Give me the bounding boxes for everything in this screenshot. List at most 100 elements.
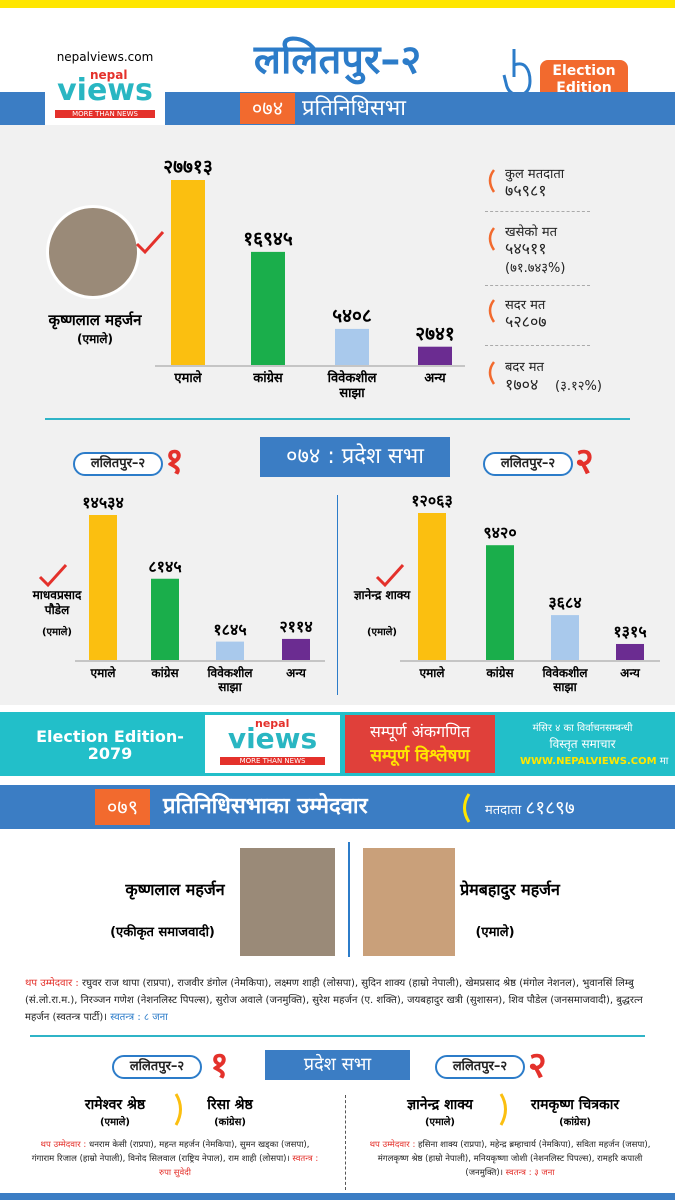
year: ०७९ <box>95 789 150 825</box>
constituency-number: २ <box>575 441 594 482</box>
constituency-number: १ <box>210 1045 229 1086</box>
divider <box>348 842 350 957</box>
plot <box>155 180 465 367</box>
banner-url: WWW.NEPALVIEWS.COM <box>520 756 657 767</box>
candidate-name: प्रेमबहादुर महर्जन <box>460 880 560 899</box>
candidate-name: रामेश्वर श्रेष्ठ <box>84 1097 146 1113</box>
category-label: अन्य <box>424 371 446 386</box>
candidate-party: (कांग्रेस) <box>214 1117 246 1128</box>
constituency: ललितपुर–२ <box>483 452 573 476</box>
stat-note: (३.१२%) <box>555 379 602 394</box>
bar <box>282 638 310 660</box>
value-label: ३६८४ <box>548 593 582 613</box>
separator <box>485 211 590 212</box>
plot <box>75 515 325 662</box>
category-label: विवेकशील साझा <box>542 666 588 694</box>
candidate-party: (कांग्रेस) <box>559 1117 591 1128</box>
stat-label: बदर मत <box>505 360 544 375</box>
independent: स्वतन्त्र : रुपा सुवेदी <box>158 1154 319 1178</box>
banner-edition: Election Edition- 2079 <box>36 727 184 763</box>
bar <box>551 615 579 660</box>
value-label: २११४ <box>279 616 313 636</box>
candidate-name: ज्ञानेन्द्र शाक्य <box>407 1097 473 1113</box>
chart: १२०६३ एमाले ९४२० कांग्रेस ३६८४ विवेकशील साझा १… <box>395 490 665 710</box>
constituency: ललितपुर–२ <box>112 1055 202 1079</box>
candidate-party: (एमाले) <box>475 925 515 940</box>
candidate-name: माधवप्रसाद पौडेल <box>32 588 82 617</box>
banner-line: सम्पूर्ण अंकगणित <box>369 722 470 741</box>
chart: २७७१३ एमाले १६९४५ कांग्रेस ५४०८ विवेकशील साझा… <box>150 150 470 410</box>
voters-value: ८१८९७ <box>525 797 575 819</box>
banner-panel: सम्पूर्ण अंकगणित सम्पूर्ण विश्लेषण <box>345 715 495 773</box>
category-label: एमाले <box>419 666 445 680</box>
bar <box>616 643 644 660</box>
banner-note: मंसिर ४ का विर्वाचनसम्बन्धी <box>532 723 633 734</box>
divider <box>45 418 630 420</box>
check <box>38 563 68 588</box>
check <box>375 563 405 588</box>
candidate-photo <box>363 848 455 956</box>
others-text: हसिना शाक्य (राप्रपा), महेन्द्र ब्रम्हाच… <box>377 1140 651 1178</box>
candidate-party: (एमाले) <box>41 627 73 638</box>
constituency: ललितपुर–२ <box>435 1055 525 1079</box>
banner-line: सम्पूर्ण विश्लेषण <box>370 746 470 766</box>
bar <box>418 346 452 365</box>
separator <box>485 345 590 346</box>
value-label: १४५३४ <box>82 493 124 512</box>
versus-icon <box>174 1093 182 1126</box>
candidate-photo <box>240 848 335 956</box>
candidate-party: (एकीकृत समाजवादी) <box>110 925 215 940</box>
divider <box>345 1095 346 1190</box>
bar <box>89 515 117 660</box>
category-label: कांग्रेस <box>253 371 283 386</box>
candidate-party: (एमाले) <box>76 332 114 346</box>
candidate-name: कृष्णलाल महर्जन <box>125 880 225 899</box>
candidate-party: (एमाले) <box>99 1117 131 1128</box>
logo-top: nepal <box>255 717 290 730</box>
candidate-party: (एमाले) <box>424 1117 456 1128</box>
category-label: एमाले <box>90 666 116 680</box>
banner-url-suffix: मा <box>659 756 669 767</box>
top-strip <box>0 0 675 8</box>
candidate-photo <box>46 205 140 299</box>
value-label: १६९४५ <box>243 227 293 250</box>
candidate-name: कृष्णलाल महर्जन <box>48 311 142 329</box>
title: ललितपुर–२ <box>253 37 422 83</box>
bar <box>418 513 446 660</box>
separator <box>485 285 590 286</box>
stat-value: ५२८०७ <box>505 312 547 331</box>
category-label: अन्य <box>620 666 640 680</box>
candidate-name: ज्ञानेन्द्र शाक्य <box>353 588 411 602</box>
divider <box>30 1035 645 1037</box>
others-label: थप उम्मेदवार : <box>40 1140 87 1150</box>
voters-icon <box>463 793 471 823</box>
section-title: प्रतिनिधिसभाका उम्मेदवार <box>163 794 368 819</box>
independent: स्वतन्त्र : ८ जना <box>110 1012 168 1023</box>
section-title: प्रदेश सभा <box>265 1050 410 1080</box>
stat-value: ७५९८१ <box>505 181 547 200</box>
value-label: १३१५ <box>613 621 647 641</box>
category-label: एमाले <box>174 371 202 386</box>
value-label: ९४२० <box>483 523 517 543</box>
house: प्रतिनिधिसभा <box>302 96 406 121</box>
logo-name: views <box>227 722 318 755</box>
bar <box>151 578 179 660</box>
category-label: कांग्रेस <box>486 666 514 680</box>
candidate-name: रिसा श्रेष्ठ <box>207 1097 253 1113</box>
plot <box>400 513 660 662</box>
other-candidates: थप उम्मेदवार : रघुवर राज थापा (राप्रपा),… <box>25 975 650 1026</box>
other-candidates: थप उम्मेदवार : हसिना शाक्य (राप्रपा), मह… <box>365 1138 655 1180</box>
banner-note: विस्तृत समाचार <box>549 737 616 751</box>
bar <box>171 180 205 365</box>
other-candidates: थप उम्मेदवार : धनराम केसी (राप्रपा), महन… <box>30 1138 320 1180</box>
value-label: १२०६३ <box>411 491 453 510</box>
candidate-party: (एमाले) <box>366 627 398 638</box>
logo-name: views <box>57 73 153 108</box>
check <box>135 230 165 255</box>
category-label: विवेकशील साझा <box>327 371 377 401</box>
stat-label: खसेको मत <box>505 225 558 240</box>
banner-url-line: WWW.NEPALVIEWS.COM मा <box>520 753 668 767</box>
constituency-number: १ <box>165 441 184 482</box>
bottom-strip <box>0 1193 675 1200</box>
value-label: ५४०८ <box>332 304 372 327</box>
